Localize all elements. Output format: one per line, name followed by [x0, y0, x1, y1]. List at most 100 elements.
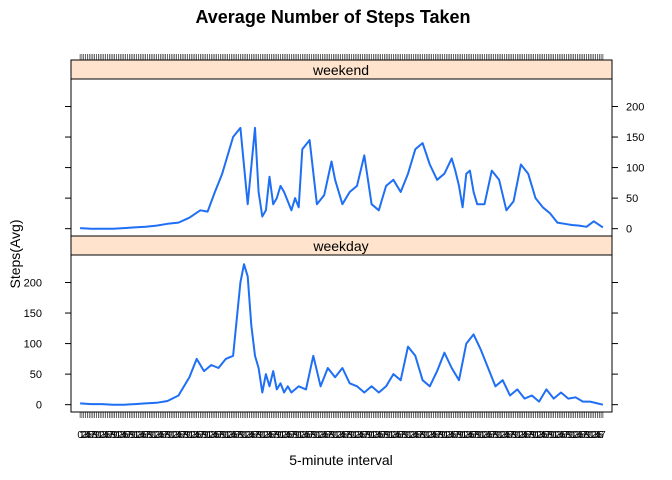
x-tick-label: 4: [576, 430, 582, 441]
x-tick-label: 6: [489, 430, 495, 441]
x-tick-label: 2: [190, 430, 196, 441]
x-tick-label: 7: [473, 430, 479, 441]
x-tick-label: 5: [360, 430, 366, 441]
x-tick-label: 1: [535, 430, 541, 441]
x-tick-label: 1: [79, 430, 85, 441]
x-tick-label: 3: [356, 430, 362, 441]
x-tick-label: 4: [230, 430, 236, 441]
x-tick-label: 3: [101, 430, 107, 441]
x-tick-label: 4: [121, 430, 127, 441]
x-tick-label: 9: [367, 430, 373, 441]
x-tick-label: 6: [161, 430, 167, 441]
x-tick-label: 6: [106, 430, 112, 441]
x-tick-label: 3: [392, 430, 398, 441]
series-line-weekday: [80, 263, 604, 406]
x-tick-label: 8: [547, 430, 553, 441]
x-tick-label: 5: [433, 430, 439, 441]
x-tick-label: 7: [90, 430, 96, 441]
x-tick-label: 6: [252, 430, 258, 441]
x-tick-label: 9: [349, 430, 355, 441]
x-tick-label: 9: [458, 430, 464, 441]
x-tick-label: 8: [456, 430, 462, 441]
x-tick-label: 6: [325, 430, 331, 441]
x-tick-label: 9: [312, 430, 318, 441]
x-tick-label: 1: [261, 430, 267, 441]
x-tick-label: 4: [449, 430, 455, 441]
x-tick-label: 2: [208, 430, 214, 441]
x-tick-label: 2: [482, 430, 488, 441]
x-tick-label: 5: [341, 430, 347, 441]
x-tick-label: 4: [340, 430, 346, 441]
x-tick-label: 6: [507, 430, 513, 441]
chart-title: Average Number of Steps Taken: [195, 7, 470, 27]
x-tick-label: 2: [445, 430, 451, 441]
x-tick-label: 5: [524, 430, 530, 441]
x-tick-label: 4: [431, 430, 437, 441]
strip-label-weekday: weekday: [312, 238, 368, 254]
x-tick-label: 3: [229, 430, 235, 441]
x-tick-label: 2: [391, 430, 397, 441]
x-tick-label: 9: [549, 430, 555, 441]
x-tick-label: 0: [387, 430, 393, 441]
x-tick-label: 7: [545, 430, 551, 441]
x-tick-label: 5: [214, 430, 220, 441]
x-tick-label: 7: [345, 430, 351, 441]
x-tick-label: 7: [254, 430, 260, 441]
x-tick-label: 2: [281, 430, 287, 441]
x-tick-label: 8: [511, 430, 517, 441]
x-tick-label: 3: [119, 430, 125, 441]
x-tick-label: 8: [584, 430, 590, 441]
x-tick-label: 1: [334, 430, 340, 441]
x-tick-label: 6: [525, 430, 531, 441]
x-tick-label: 4: [85, 430, 91, 441]
x-tick-label: 2: [372, 430, 378, 441]
x-tick-label: 8: [219, 430, 225, 441]
x-tick-label: 0: [587, 430, 593, 441]
x-tick-label: 0: [114, 430, 120, 441]
x-tick-label: 1: [462, 430, 468, 441]
x-tick-label: 1: [389, 430, 395, 441]
x-tick-label: 9: [112, 430, 118, 441]
x-tick-label: 0: [77, 430, 83, 441]
bottom-x-tick-labels: 0123456789012345678901234567890123456789…: [77, 430, 606, 441]
x-tick-label: 7: [509, 430, 515, 441]
x-tick-label: 0: [187, 430, 193, 441]
x-tick-label: 0: [405, 430, 411, 441]
y-axis-weekday: 0 50 100 150 200: [24, 277, 618, 412]
x-tick-label: 0: [278, 430, 284, 441]
x-tick-label: 6: [343, 430, 349, 441]
x-tick-label: 1: [243, 430, 249, 441]
x-tick-label: 8: [329, 430, 335, 441]
x-tick-label: 4: [540, 430, 546, 441]
x-tick-label: 8: [474, 430, 480, 441]
y-tick-label: 100: [626, 163, 644, 175]
x-tick-label: 1: [589, 430, 595, 441]
x-tick-label: 3: [465, 430, 471, 441]
x-tick-label: 3: [484, 430, 490, 441]
x-tick-label: 3: [283, 430, 289, 441]
x-tick-label: 8: [274, 430, 280, 441]
x-tick-label: 2: [463, 430, 469, 441]
x-tick-label: 9: [221, 430, 227, 441]
x-tick-label: 7: [236, 430, 242, 441]
x-tick-label: 8: [201, 430, 207, 441]
x-tick-label: 9: [385, 430, 391, 441]
x-tick-label: 9: [203, 430, 209, 441]
x-tick-label: 2: [500, 430, 506, 441]
x-tick-label: 6: [434, 430, 440, 441]
x-axis-label: 5-minute interval: [289, 452, 393, 468]
x-tick-label: 9: [276, 430, 282, 441]
x-tick-label: 6: [453, 430, 459, 441]
x-tick-label: 6: [234, 430, 240, 441]
x-tick-label: 8: [420, 430, 426, 441]
x-tick-label: 7: [108, 430, 114, 441]
x-tick-label: 0: [205, 430, 211, 441]
x-tick-label: 4: [595, 430, 601, 441]
x-tick-label: 0: [569, 430, 575, 441]
x-tick-label: 1: [571, 430, 577, 441]
x-tick-label: 5: [396, 430, 402, 441]
x-tick-label: 0: [423, 430, 429, 441]
x-tick-label: 5: [105, 430, 111, 441]
x-tick-label: 1: [480, 430, 486, 441]
x-tick-label: 6: [598, 430, 604, 441]
